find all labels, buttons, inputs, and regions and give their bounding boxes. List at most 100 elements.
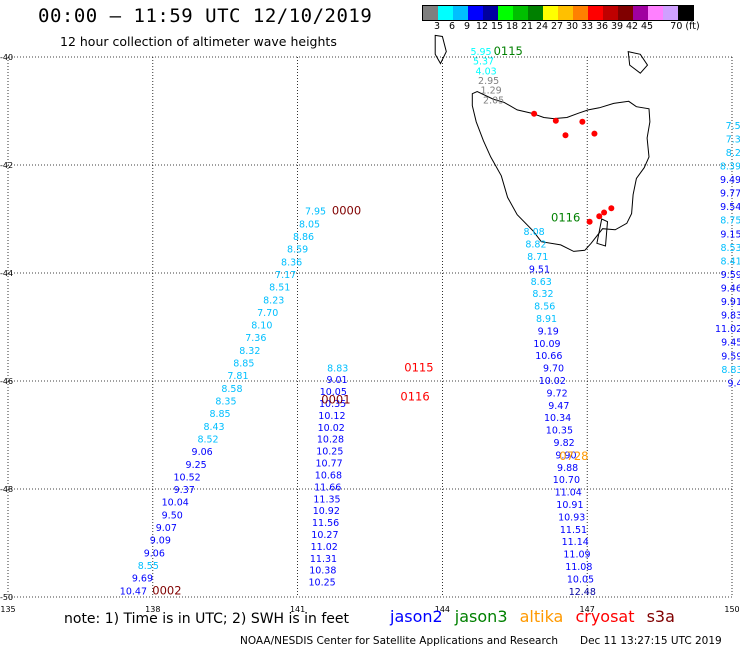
track-value: 9.69 — [132, 574, 153, 585]
track-value: 2.05 — [483, 95, 504, 106]
land-marker — [601, 209, 608, 216]
track-time-label: 0002 — [152, 583, 181, 597]
track-value: 7.95 — [305, 207, 326, 218]
track-value: 8.43 — [203, 422, 224, 433]
track-value: 11.56 — [312, 518, 339, 529]
track-value: 9.51 — [529, 264, 550, 275]
track-value: 9.06 — [144, 548, 165, 559]
latitude-label: -46 — [0, 377, 13, 386]
latitude-label: -48 — [0, 485, 13, 494]
track-value: 9.19 — [538, 326, 559, 337]
track-value: 11.02 — [311, 542, 338, 553]
longitude-label: 138 — [145, 605, 160, 614]
track-value: 10.35 — [546, 426, 573, 437]
track-value: 1.29 — [481, 86, 502, 97]
track-value: 8.85 — [233, 359, 254, 370]
track-value: 8.82 — [525, 240, 546, 251]
latitude-label: -50 — [0, 593, 13, 602]
track-value: 10.05 — [567, 574, 594, 585]
color-scale-label: 18 — [505, 21, 519, 32]
color-swatch — [483, 6, 498, 20]
color-swatch — [543, 6, 558, 20]
track-value: 9.91 — [721, 297, 740, 308]
track-value: 8.32 — [239, 346, 260, 357]
track-value: 11.04 — [555, 488, 582, 499]
track-value: 10.05 — [320, 387, 347, 398]
track-value: 9.70 — [543, 364, 564, 375]
track-value: 11.35 — [313, 494, 340, 505]
color-swatch — [588, 6, 603, 20]
track-value: 8.56 — [534, 302, 555, 313]
track-value: 8.51 — [269, 283, 290, 294]
track-value: 10.70 — [553, 475, 580, 486]
land-marker — [596, 213, 603, 220]
legend-note: note: 1) Time is in UTC; 2) SWH is in fe… — [64, 611, 350, 627]
track-value: 8.63 — [531, 277, 552, 288]
color-swatch — [558, 6, 573, 20]
track-value: 8.91 — [536, 314, 557, 325]
track-value: 8.36 — [281, 257, 302, 268]
track-value: 8.32 — [532, 289, 553, 300]
track-value: 10.34 — [544, 413, 571, 424]
color-scale-bar — [422, 5, 694, 21]
land-marker — [562, 132, 569, 139]
track-value: 8.52 — [197, 435, 218, 446]
bruny-island-outline — [596, 218, 609, 247]
land-marker — [591, 130, 598, 137]
track-value: 10.09 — [533, 339, 560, 350]
track-time-label: 0001 — [321, 393, 350, 407]
legend-jason3: jason3 — [454, 607, 508, 626]
track-value: 7.5 — [726, 121, 740, 132]
track-value: 10.04 — [162, 498, 189, 509]
track-value: 8.41 — [721, 256, 740, 267]
track-value: 8.55 — [138, 561, 159, 572]
longitude-label: 135 — [0, 605, 15, 614]
credit-line: NOAA/NESDIS Center for Satellite Applica… — [240, 635, 558, 647]
track-time-label: 0115 — [494, 44, 523, 58]
legend-jason2: jason2 — [390, 607, 443, 626]
color-swatch — [468, 6, 483, 20]
longitude-label: 144 — [435, 605, 450, 614]
track-value: 4.03 — [476, 66, 497, 77]
track-time-label: 0728 — [559, 449, 588, 463]
color-swatch — [603, 6, 618, 20]
color-swatch — [513, 6, 528, 20]
color-swatch — [423, 6, 438, 20]
track-value: 9.07 — [156, 523, 177, 534]
track-value: 9.06 — [192, 447, 213, 458]
track-value: 7.70 — [257, 308, 278, 319]
track-value: 9.50 — [162, 510, 183, 521]
track-value: 10.52 — [173, 472, 200, 483]
legend-s3a: s3a — [646, 607, 675, 626]
color-scale-label: 42 — [625, 21, 639, 32]
color-scale-label: 24 — [535, 21, 549, 32]
track-value: 10.38 — [309, 566, 336, 577]
track-value: 10.68 — [315, 471, 342, 482]
land-marker — [586, 218, 593, 225]
track-value: 9.77 — [720, 189, 740, 200]
color-scale-label: 3 — [433, 21, 441, 32]
track-value: 8.2 — [726, 148, 740, 159]
track-value: 8.83 — [327, 363, 348, 374]
generated-timestamp: Dec 11 13:27:15 UTC 2019 — [580, 635, 722, 647]
track-value: 9.4 — [727, 378, 740, 389]
land-marker — [531, 110, 538, 117]
track-value: 10.25 — [316, 447, 343, 458]
track-value: 10.92 — [313, 506, 340, 517]
track-value: 8.71 — [527, 252, 548, 263]
legend-cryosat: cryosat — [575, 607, 635, 626]
track-value: 9.15 — [720, 229, 740, 240]
color-scale-label: 45 — [640, 21, 654, 32]
satellite-legend: jason2 jason3 altika cryosat s3a — [390, 607, 682, 626]
track-value: 8.53 — [720, 243, 740, 254]
track-value: 10.27 — [311, 530, 338, 541]
track-value: 5.95 — [470, 47, 491, 58]
track-value: 9.47 — [548, 401, 569, 412]
track-value: 9.09 — [150, 536, 171, 547]
color-swatch — [663, 6, 678, 20]
king-island-outline — [434, 34, 447, 65]
color-scale-label: 15 — [490, 21, 504, 32]
track-value: 8.05 — [299, 219, 320, 230]
track-value: 7.81 — [227, 371, 248, 382]
track-value: 7.17 — [275, 270, 296, 281]
